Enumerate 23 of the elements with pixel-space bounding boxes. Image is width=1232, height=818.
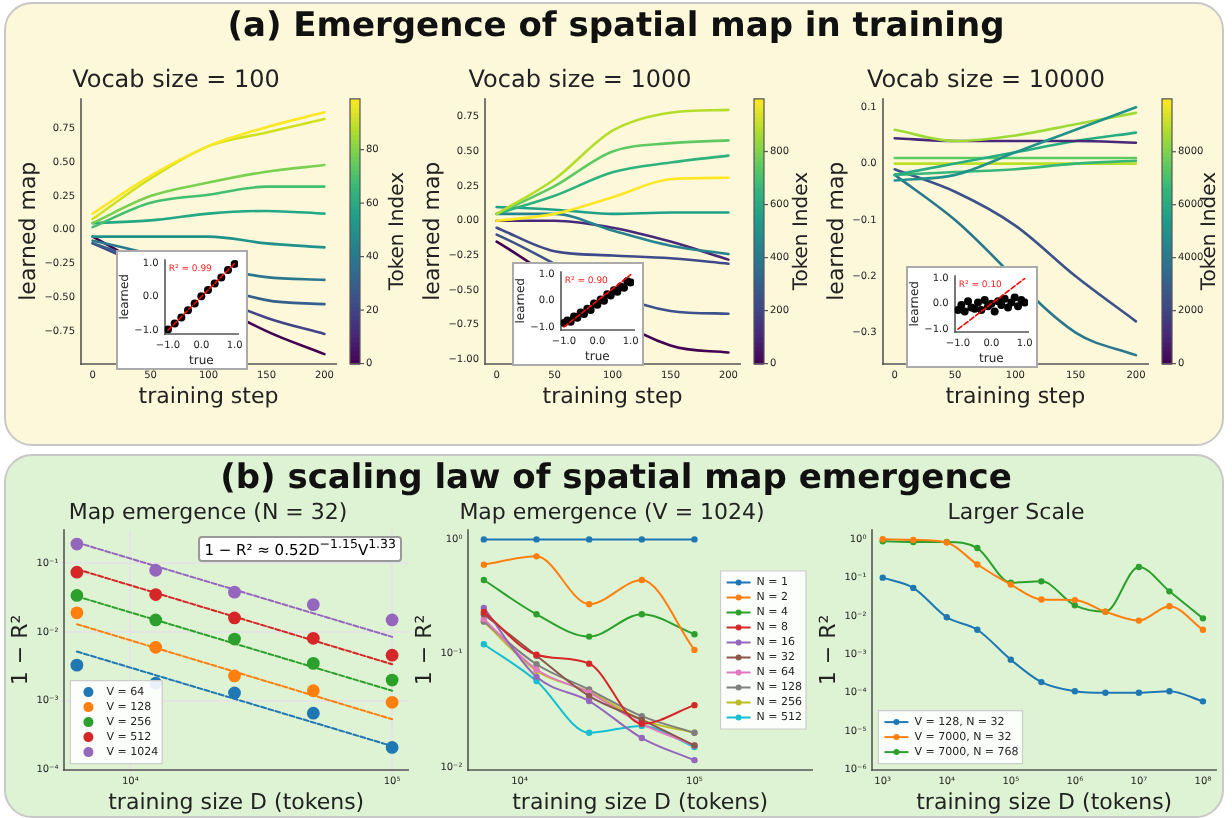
chart-title: Vocab size = 10000 — [866, 64, 1106, 93]
chart-title: Map emergence (V = 1024) — [459, 498, 765, 525]
y-axis-title: 1 − R² — [814, 614, 841, 686]
y-axis-title: learned map — [14, 161, 41, 301]
chart-title: Vocab size = 100 — [72, 64, 280, 93]
x-axis-title: training step — [138, 382, 279, 409]
x-axis-title: training size D (tokens) — [108, 788, 365, 815]
chart-title: Larger Scale — [947, 498, 1086, 525]
color-bar-title: Token Index — [791, 171, 814, 293]
color-bar-title: Token Index — [387, 171, 410, 293]
x-axis-title: training size D (tokens) — [512, 788, 769, 815]
chart-title: Map emergence (N = 32) — [68, 498, 348, 525]
x-axis-title: training step — [542, 382, 683, 409]
y-axis-title: 1 − R² — [6, 614, 33, 686]
color-bar-title: Token Index — [1199, 171, 1222, 293]
chart-title: Vocab size = 1000 — [468, 64, 692, 93]
y-axis-title: learned map — [418, 161, 445, 301]
y-axis-title: 1 − R² — [410, 614, 437, 686]
text: (b) scaling law of spatial map emergence — [218, 458, 1014, 498]
x-axis-title: training step — [945, 382, 1086, 409]
text: (a) Emergence of spatial map in training — [225, 6, 1007, 46]
x-axis-title: training size D (tokens) — [916, 788, 1173, 815]
y-axis-title: learned map — [822, 161, 849, 301]
